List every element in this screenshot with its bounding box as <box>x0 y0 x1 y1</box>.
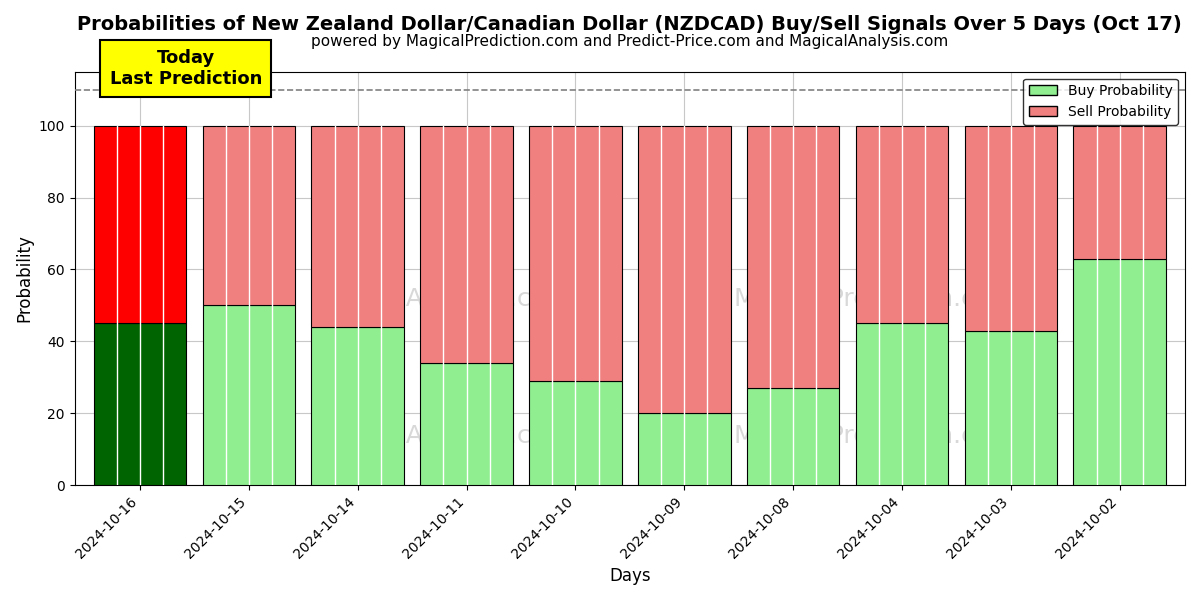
Bar <box>529 125 622 381</box>
Bar <box>203 125 295 305</box>
Bar <box>856 125 948 323</box>
Text: MagicalAnalysis.com: MagicalAnalysis.com <box>311 424 571 448</box>
Bar <box>746 125 839 388</box>
Bar <box>746 388 839 485</box>
Bar <box>1074 259 1166 485</box>
Bar <box>312 327 404 485</box>
Text: Today
Last Prediction: Today Last Prediction <box>109 49 262 88</box>
Bar <box>312 125 404 327</box>
Text: powered by MagicalPrediction.com and Predict-Price.com and MagicalAnalysis.com: powered by MagicalPrediction.com and Pre… <box>311 34 948 49</box>
Bar <box>856 323 948 485</box>
X-axis label: Days: Days <box>610 567 650 585</box>
Bar <box>1074 125 1166 259</box>
Text: MagicalPrediction.com: MagicalPrediction.com <box>733 287 1015 311</box>
Bar <box>529 381 622 485</box>
Text: MagicalAnalysis.com: MagicalAnalysis.com <box>311 287 571 311</box>
Text: MagicalPrediction.com: MagicalPrediction.com <box>733 424 1015 448</box>
Bar <box>203 305 295 485</box>
Bar <box>965 125 1057 331</box>
Legend: Buy Probability, Sell Probability: Buy Probability, Sell Probability <box>1024 79 1178 125</box>
Bar <box>94 323 186 485</box>
Bar <box>94 125 186 323</box>
Title: Probabilities of New Zealand Dollar/Canadian Dollar (NZDCAD) Buy/Sell Signals Ov: Probabilities of New Zealand Dollar/Cana… <box>78 15 1182 34</box>
Bar <box>638 413 731 485</box>
Bar <box>638 125 731 413</box>
Y-axis label: Probability: Probability <box>16 235 34 322</box>
Bar <box>420 363 512 485</box>
Bar <box>420 125 512 363</box>
Bar <box>965 331 1057 485</box>
